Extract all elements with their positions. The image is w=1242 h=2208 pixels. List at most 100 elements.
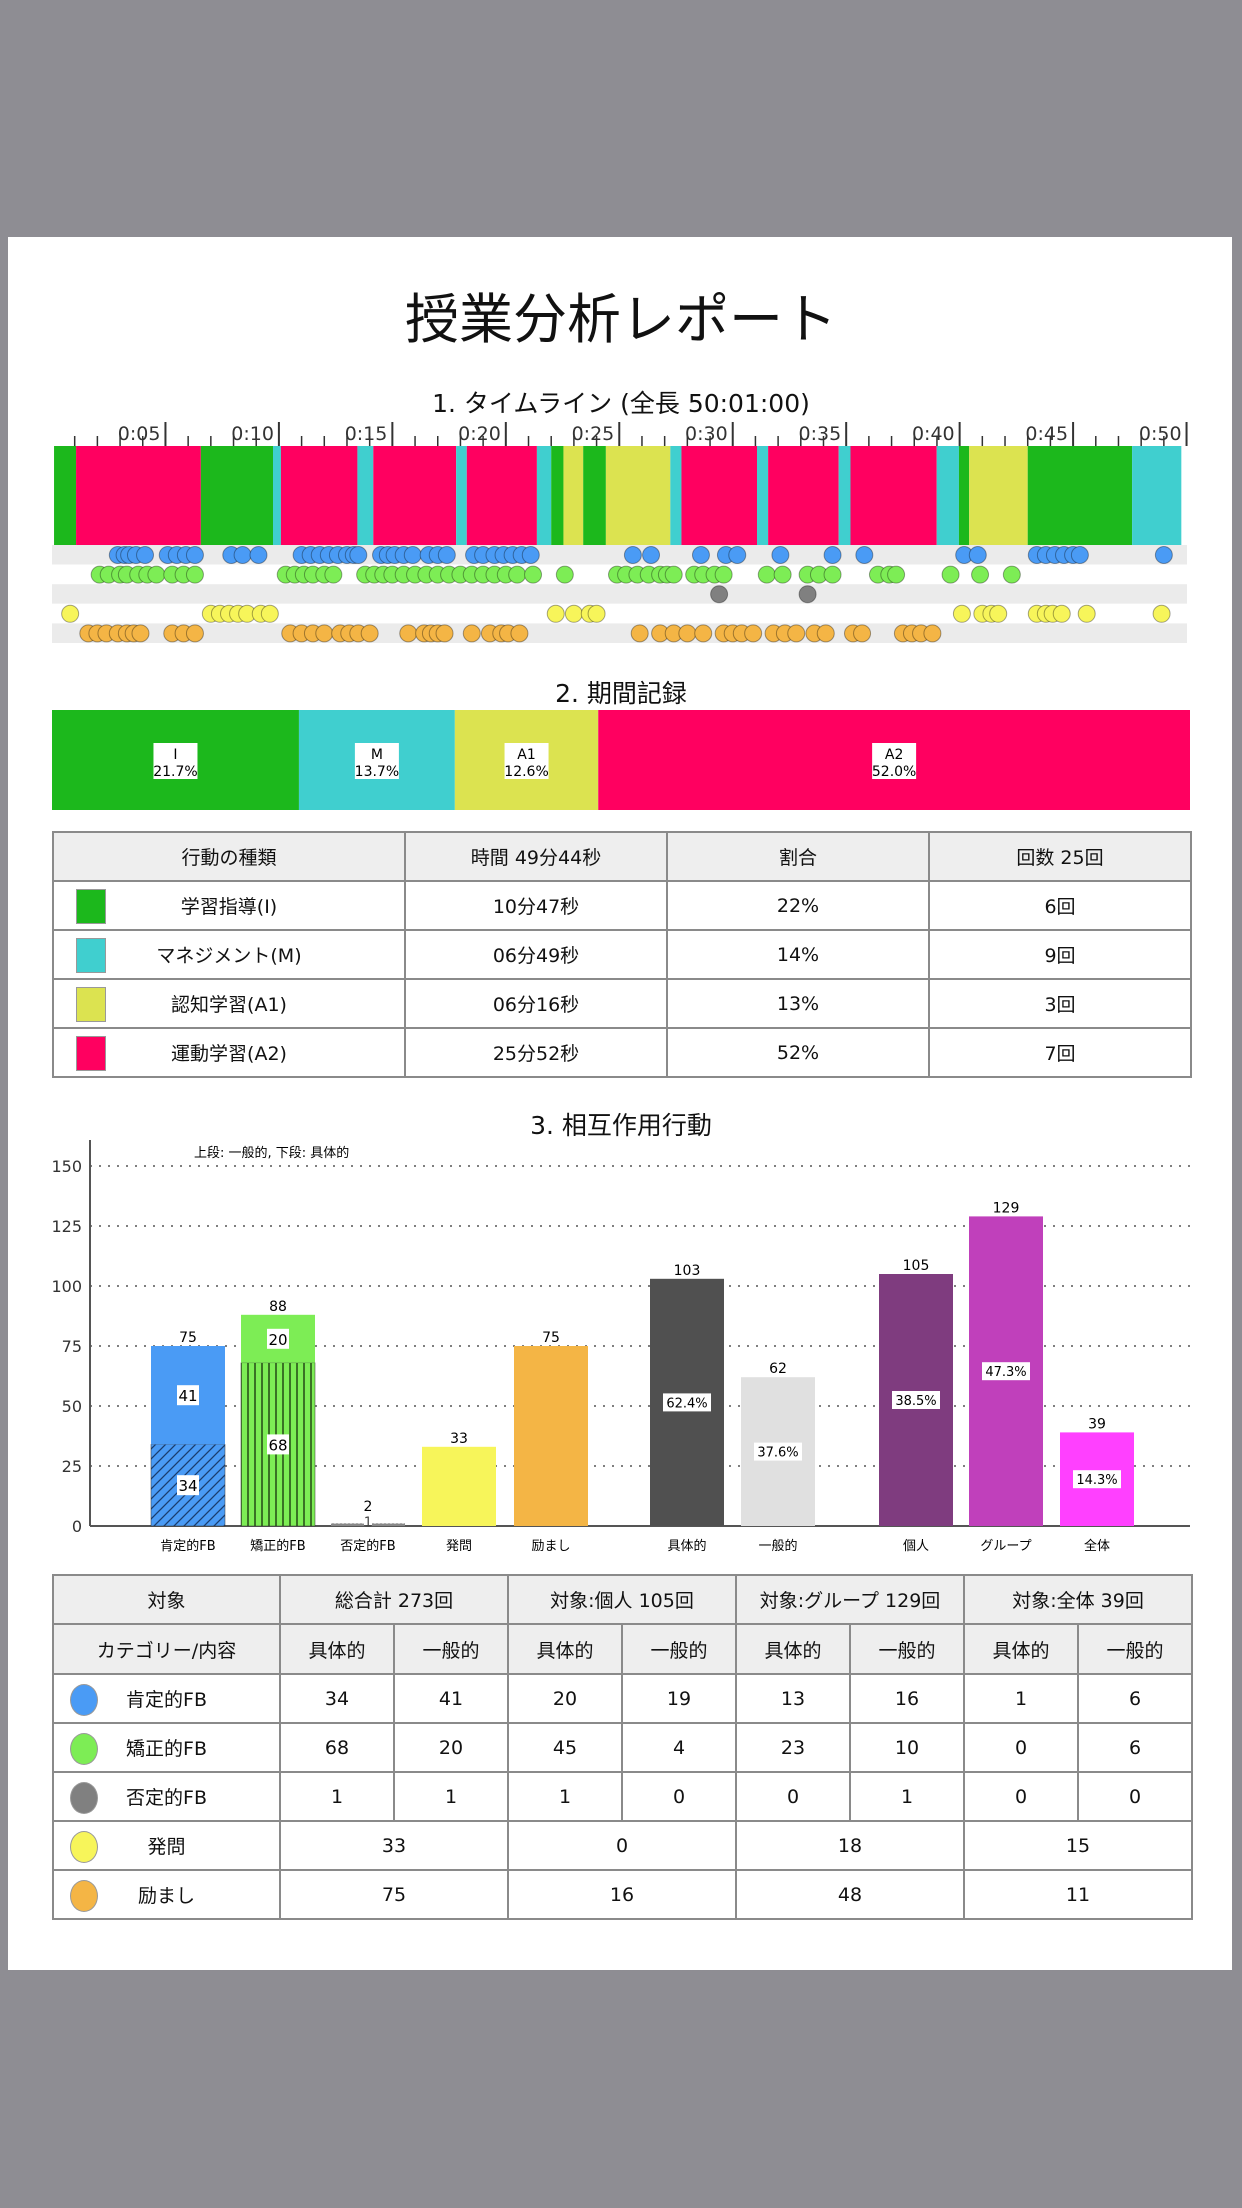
timeline-segment-M <box>936 446 959 545</box>
period-percent: 12.6% <box>504 764 548 780</box>
event-dot-encouragement <box>816 624 835 643</box>
interaction-header: 対象:グループ 129回 <box>734 1574 966 1625</box>
x-category-label: 具体的 <box>667 1538 706 1554</box>
interaction-value: 1 <box>963 1673 1080 1724</box>
event-dot-corrective_fb <box>664 565 683 584</box>
event-dot-negative_fb <box>798 585 817 604</box>
interaction-value: 41 <box>393 1673 509 1724</box>
behavior-time: 25分52秒 <box>404 1027 668 1078</box>
behavior-count: 9回 <box>928 929 1192 980</box>
event-dot-question <box>1152 604 1171 623</box>
label-bg <box>892 1391 940 1409</box>
interaction-value: 4 <box>621 1722 737 1773</box>
interaction-value: 18 <box>734 1820 966 1871</box>
interaction-value: 13 <box>735 1673 851 1724</box>
event-dot-positive_fb <box>642 546 661 564</box>
category-name: 励まし <box>137 1885 195 1907</box>
category-cell: 矯正的FB <box>52 1722 281 1773</box>
event-dot-positive_fb <box>136 546 155 564</box>
tick-label: 0:30 <box>685 423 728 445</box>
event-dot-question <box>1052 604 1071 623</box>
interaction-value: 16 <box>848 1673 966 1724</box>
event-row-negative_fb <box>52 584 1187 604</box>
category-dot-icon <box>70 1831 98 1863</box>
label-bg <box>982 1362 1030 1381</box>
bar-total-label: 75 <box>542 1330 560 1346</box>
y-tick-label: 25 <box>62 1457 82 1476</box>
tick-label: 0:15 <box>345 423 388 445</box>
color-swatch <box>76 1036 106 1071</box>
event-dot-corrective_fb <box>887 565 906 584</box>
timeline-segment-M <box>536 446 552 545</box>
period-label-bg <box>872 743 917 779</box>
interaction-header: 総合計 273回 <box>279 1574 509 1625</box>
tick-label: 0:25 <box>572 423 615 445</box>
tick-label: 0:20 <box>458 423 501 445</box>
y-tick-label: 75 <box>62 1337 82 1356</box>
header-ratio: 割合 <box>666 831 930 882</box>
timeline-segment-A1 <box>605 446 671 545</box>
bar-total-label: 75 <box>179 1330 197 1346</box>
event-dot-encouragement <box>744 624 763 643</box>
bar-total-label: 2 <box>364 1499 373 1515</box>
category-dot-icon <box>70 1733 98 1765</box>
bar-percent-label: 14.3% <box>1076 1473 1117 1488</box>
event-dot-question <box>952 604 971 623</box>
label-bg <box>1073 1470 1121 1489</box>
category-name: 矯正的FB <box>126 1738 207 1760</box>
event-dot-positive_fb <box>771 546 790 564</box>
event-dot-corrective_fb <box>147 565 166 584</box>
x-category-label: 励まし <box>531 1539 570 1554</box>
category-name: 否定的FB <box>126 1787 207 1809</box>
event-dot-question <box>989 604 1008 623</box>
interaction-value: 11 <box>963 1869 1194 1920</box>
interaction-value: 19 <box>621 1673 737 1724</box>
event-dot-encouragement <box>853 624 872 643</box>
event-dot-encouragement <box>360 624 379 643</box>
event-dot-positive_fb <box>403 546 422 564</box>
interaction-header-row: 対象 総合計 273回 対象:個人 105回 対象:グループ 129回 対象:全体 39… <box>52 1574 1194 1625</box>
interaction-subheader: 一般的 <box>848 1623 966 1675</box>
bar-percent-label: 62.4% <box>666 1396 707 1411</box>
bar-total-label: 103 <box>674 1263 701 1279</box>
timeline-segment-M <box>273 446 281 545</box>
interaction-value: 16 <box>507 1869 737 1920</box>
event-dot-corrective_fb <box>324 565 343 584</box>
period-label-bg <box>504 743 549 779</box>
interaction-value: 1 <box>393 1771 509 1822</box>
interaction-value: 6 <box>1077 1722 1194 1773</box>
event-row-positive_fb <box>52 545 1187 565</box>
label-bg <box>177 1475 199 1496</box>
category-dot-icon <box>70 1782 98 1814</box>
color-swatch <box>76 987 106 1022</box>
behavior-ratio: 14% <box>666 929 930 980</box>
bar-segment-label: 34 <box>178 1477 197 1495</box>
header-count: 回数 25回 <box>928 831 1192 882</box>
period-label-bg <box>153 743 198 779</box>
tick-label: 0:05 <box>118 423 161 445</box>
event-dot-encouragement <box>510 624 529 643</box>
bar-total-label: 33 <box>450 1431 468 1447</box>
behavior-count: 7回 <box>928 1027 1192 1078</box>
event-dot-encouragement <box>131 624 150 643</box>
category-name: 発問 <box>147 1836 186 1858</box>
interaction-value: 0 <box>735 1771 851 1822</box>
x-category-label: 発問 <box>446 1539 472 1554</box>
y-tick-label: 0 <box>72 1517 82 1536</box>
event-dot-corrective_fb <box>508 565 527 584</box>
event-row-encouragement <box>52 623 1187 643</box>
timeline-segment-M <box>670 446 682 545</box>
label-bg <box>267 1434 289 1455</box>
interaction-value: 10 <box>848 1722 966 1773</box>
event-dot-positive_fb <box>185 546 204 564</box>
timeline-segment-A2 <box>280 446 358 545</box>
x-category-label: 肯定的FB <box>160 1538 215 1554</box>
category-cell: 否定的FB <box>52 1771 281 1822</box>
interaction-row: 否定的FB 1 1 1 0 0 1 0 0 <box>52 1771 1194 1822</box>
header-behavior-type: 行動の種類 <box>52 831 406 882</box>
event-dot-corrective_fb <box>971 565 990 584</box>
timeline-segment-A2 <box>373 446 457 545</box>
bar-segment-label: 20 <box>268 1331 287 1349</box>
interaction-value: 20 <box>507 1673 623 1724</box>
x-category-label: 否定的FB <box>340 1538 395 1554</box>
